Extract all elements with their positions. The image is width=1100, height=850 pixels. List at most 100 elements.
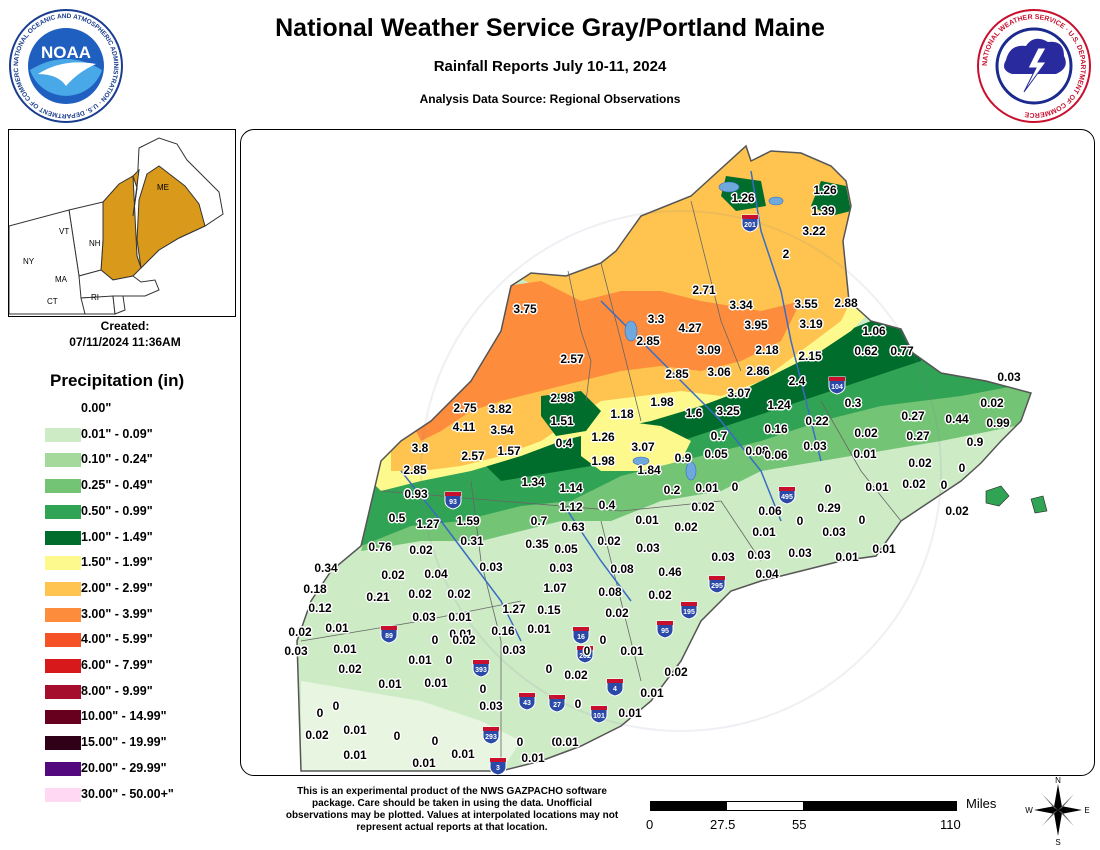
legend-label: 0.10" - 0.24": [81, 452, 153, 467]
legend-label: 1.50" - 1.99": [81, 555, 153, 570]
rainfall-report: 0.02: [564, 668, 588, 682]
rainfall-report: 0: [431, 633, 439, 647]
rainfall-report: 0.29: [817, 501, 841, 515]
rainfall-report: 0.02: [447, 587, 471, 601]
rainfall-report: 3.22: [802, 224, 826, 238]
watermark: [420, 210, 942, 732]
rainfall-report: 0.01: [695, 481, 719, 495]
legend-label: 8.00" - 9.99": [81, 683, 153, 698]
rainfall-report: 2.71: [692, 283, 716, 297]
rainfall-report: 0: [316, 706, 324, 720]
interstate-number: 201: [744, 222, 756, 229]
interstate-number: 3: [496, 765, 500, 772]
legend-label: 0.50" - 0.99": [81, 503, 153, 518]
interstate-shield: 101: [590, 705, 608, 724]
rainfall-report: 0.01: [333, 642, 357, 656]
rainfall-report: 0.08: [610, 562, 634, 576]
rainfall-report: 2.4: [788, 374, 806, 388]
rainfall-report: 0.02: [409, 543, 433, 557]
rainfall-report: 2.98: [550, 391, 574, 405]
rainfall-report: 0.08: [598, 585, 622, 599]
rainfall-report: 0.03: [822, 525, 846, 539]
rainfall-report: 0.01: [835, 550, 859, 564]
rainfall-report: 0: [445, 653, 453, 667]
rainfall-report: 0: [479, 682, 487, 696]
rainfall-report: 1.51: [550, 414, 574, 428]
islands: [985, 485, 1048, 514]
rainfall-report: 2.86: [746, 364, 770, 378]
rainfall-report: 0.02: [691, 500, 715, 514]
rainfall-report: 0.31: [460, 534, 484, 548]
rainfall-report: 1.12: [559, 500, 583, 514]
rainfall-report: 0.03: [747, 548, 771, 562]
rainfall-report: 0.02: [381, 568, 405, 582]
legend-swatch: [45, 530, 81, 545]
rainfall-report: 3.54: [490, 423, 514, 437]
interstate-number: 104: [831, 384, 843, 391]
scale-tick-0: 0: [646, 817, 654, 832]
county-lines: [300, 200, 902, 771]
scale-tick-1: 27.5: [710, 817, 736, 832]
rainfall-report: 0.4: [555, 436, 573, 450]
rainfall-report: 0.01: [853, 447, 877, 461]
rainfall-report: 1.98: [591, 454, 615, 468]
rainfall-report: 0.03: [997, 370, 1021, 384]
rainfall-report: 0.9: [966, 435, 984, 449]
rainfall-report: 0.01: [872, 542, 896, 556]
rainfall-report: 0.01: [448, 610, 472, 624]
rainfall-report: 0.93: [404, 487, 428, 501]
rainfall-report: 3.25: [716, 404, 740, 418]
rainfall-report: 1.39: [811, 204, 835, 218]
interstate-number: 16: [577, 634, 585, 641]
rainfall-report: 0.77: [890, 344, 914, 358]
rainfall-report: 0: [431, 734, 439, 748]
rainfall-report: 0.63: [561, 520, 585, 534]
legend-label: 1.00" - 1.49": [81, 529, 153, 544]
rainfall-report: 0.01: [343, 748, 367, 762]
rainfall-report: 1.26: [731, 191, 755, 205]
interstate-shield: 293: [482, 726, 500, 745]
rainfall-report: 3.3: [647, 312, 665, 326]
rainfall-report: 0.05: [554, 542, 578, 556]
noaa-logo: NATIONAL OCEANIC AND ATMOSPHERIC ADMINIS…: [8, 8, 123, 123]
rainfall-report: 0: [516, 735, 524, 749]
compass-e: E: [1084, 806, 1089, 815]
rainfall-report: 0.01: [408, 653, 432, 667]
interstate-number: 95: [661, 628, 669, 635]
rainfall-report: 0.22: [805, 414, 829, 428]
rainfall-report: 3.75: [513, 302, 537, 316]
interstate-shield: 195: [680, 601, 698, 620]
legend-label: 10.00" - 14.99": [81, 709, 167, 724]
compass-n: N: [1055, 776, 1061, 785]
rainfall-report: 0: [599, 633, 607, 647]
rainfall-report: 0.12: [308, 601, 332, 615]
interstate-number: 27: [553, 702, 561, 709]
rainfall-report: 0.27: [906, 429, 930, 443]
legend-swatch: [45, 684, 81, 699]
rainfall-report: 0.4: [598, 498, 616, 512]
rainfall-report: 0.01: [378, 677, 402, 691]
rainfall-report: 0.3: [844, 396, 862, 410]
rainfall-report: 3.82: [488, 402, 512, 416]
rainfall-report: 0.01: [521, 751, 545, 765]
rainfall-report: 0.03: [788, 546, 812, 560]
legend-title: Precipitation (in): [50, 371, 185, 390]
legend-swatch: [45, 607, 81, 622]
interstate-number: 195: [683, 609, 695, 616]
legend-label: 3.00" - 3.99": [81, 606, 153, 621]
rainfall-report: 0.02: [945, 504, 969, 518]
rainfall-report: 0.99: [986, 416, 1010, 430]
rainfall-report: 0.01: [640, 686, 664, 700]
rainfall-report: 0.21: [366, 590, 390, 604]
rainfall-report: 0: [824, 482, 832, 496]
rainfall-report: 0.08: [745, 444, 769, 458]
interstate-number: 89: [385, 633, 393, 640]
rainfall-report: 4.27: [678, 321, 702, 335]
nws-logo: NATIONAL WEATHER SERVICE · U.S. DEPARTME…: [977, 9, 1091, 123]
page-title: National Weather Service Gray/Portland M…: [275, 14, 825, 42]
interstate-shields: 201 104 95 495 93 295 195 89 16 202 393 4 43 27 101 293…: [380, 214, 846, 775]
inset-label-ct: CT: [47, 297, 58, 306]
inset-label-vt: VT: [59, 227, 69, 236]
rainfall-report: 3.09: [697, 343, 721, 357]
rainfall-report: 0.16: [491, 624, 515, 638]
